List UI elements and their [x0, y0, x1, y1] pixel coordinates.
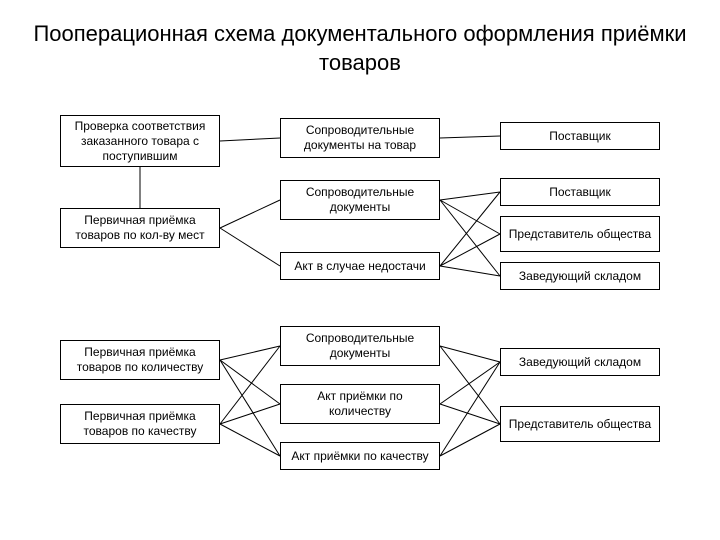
- flow-box-r6: Представитель общества: [500, 406, 660, 442]
- flow-box-l4: Первичная приёмка товаров по качеству: [60, 404, 220, 444]
- flow-box-l1: Проверка соответствия заказанного товара…: [60, 115, 220, 167]
- flow-box-m1: Сопроводительные документы на товар: [280, 118, 440, 158]
- diagram-title: Пооперационная схема документального офо…: [0, 20, 720, 77]
- flow-box-m6: Акт приёмки по качеству: [280, 442, 440, 470]
- flow-box-m3: Акт в случае недостачи: [280, 252, 440, 280]
- flow-box-m5: Акт приёмки по количеству: [280, 384, 440, 424]
- flow-box-r3: Представитель общества: [500, 216, 660, 252]
- flow-box-r1: Поставщик: [500, 122, 660, 150]
- flow-box-r2: Поставщик: [500, 178, 660, 206]
- flow-box-m4: Сопроводительные документы: [280, 326, 440, 366]
- flow-box-l3: Первичная приёмка товаров по количеству: [60, 340, 220, 380]
- flow-box-m2: Сопроводительные документы: [280, 180, 440, 220]
- flow-box-l2: Первичная приёмка товаров по кол-ву мест: [60, 208, 220, 248]
- flow-box-r4: Заведующий складом: [500, 262, 660, 290]
- flow-box-r5: Заведующий складом: [500, 348, 660, 376]
